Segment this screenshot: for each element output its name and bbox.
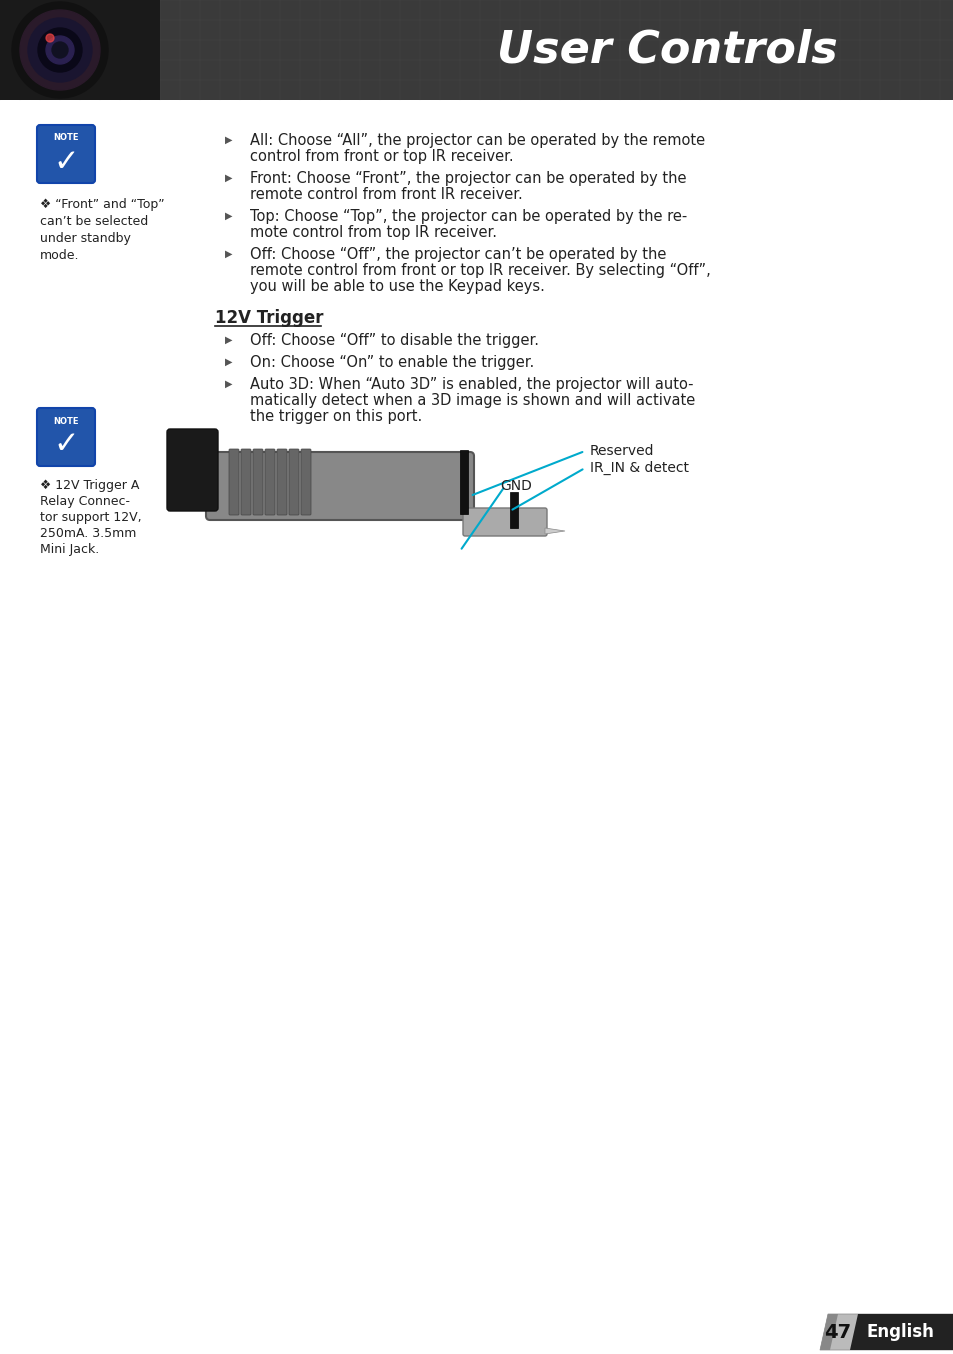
Text: 12V Trigger: 12V Trigger <box>214 309 323 328</box>
Text: Reserved: Reserved <box>589 444 654 458</box>
Text: User Controls: User Controls <box>497 28 838 72</box>
FancyBboxPatch shape <box>229 450 239 515</box>
Circle shape <box>20 9 100 89</box>
Text: 47: 47 <box>823 1323 851 1342</box>
Text: Mini Jack.: Mini Jack. <box>40 543 99 556</box>
Text: All: Choose “All”, the projector can be operated by the remote: All: Choose “All”, the projector can be … <box>250 133 704 148</box>
Polygon shape <box>820 1313 837 1350</box>
Text: ▶: ▶ <box>225 211 233 221</box>
Text: matically detect when a 3D image is shown and will activate: matically detect when a 3D image is show… <box>250 393 695 408</box>
Text: ✓: ✓ <box>53 431 79 459</box>
FancyBboxPatch shape <box>301 450 311 515</box>
Circle shape <box>52 42 68 58</box>
Text: under standby: under standby <box>40 232 131 245</box>
Text: On: Choose “On” to enable the trigger.: On: Choose “On” to enable the trigger. <box>250 355 534 370</box>
Text: ❖ “Front” and “Top”: ❖ “Front” and “Top” <box>40 198 165 211</box>
FancyBboxPatch shape <box>241 450 251 515</box>
Text: NOTE: NOTE <box>53 417 79 425</box>
Text: the trigger on this port.: the trigger on this port. <box>250 409 422 424</box>
Circle shape <box>46 37 74 64</box>
Text: NOTE: NOTE <box>53 134 79 142</box>
FancyBboxPatch shape <box>253 450 263 515</box>
Circle shape <box>12 1 108 97</box>
Text: Auto 3D: When “Auto 3D” is enabled, the projector will auto-: Auto 3D: When “Auto 3D” is enabled, the … <box>250 376 693 393</box>
FancyBboxPatch shape <box>37 125 95 183</box>
Text: Front: Choose “Front”, the projector can be operated by the: Front: Choose “Front”, the projector can… <box>250 171 686 185</box>
Text: ▶: ▶ <box>225 379 233 389</box>
Text: ▶: ▶ <box>225 357 233 367</box>
Text: ❖ 12V Trigger A: ❖ 12V Trigger A <box>40 479 139 492</box>
FancyBboxPatch shape <box>462 508 546 536</box>
FancyBboxPatch shape <box>0 0 160 100</box>
Text: ▶: ▶ <box>225 135 233 145</box>
Text: control from front or top IR receiver.: control from front or top IR receiver. <box>250 149 513 164</box>
Circle shape <box>38 28 82 72</box>
FancyBboxPatch shape <box>37 408 95 466</box>
Text: can’t be selected: can’t be selected <box>40 215 148 227</box>
Text: mote control from top IR receiver.: mote control from top IR receiver. <box>250 225 497 240</box>
Text: ▶: ▶ <box>225 334 233 345</box>
Text: GND: GND <box>499 479 532 493</box>
FancyBboxPatch shape <box>167 429 218 510</box>
Text: English: English <box>865 1323 933 1340</box>
Circle shape <box>28 18 91 83</box>
Polygon shape <box>820 1313 953 1350</box>
Text: you will be able to use the Keypad keys.: you will be able to use the Keypad keys. <box>250 279 544 294</box>
Text: remote control from front or top IR receiver. By selecting “Off”,: remote control from front or top IR rece… <box>250 263 710 278</box>
FancyBboxPatch shape <box>276 450 287 515</box>
Text: Relay Connec-: Relay Connec- <box>40 496 130 508</box>
Polygon shape <box>544 528 564 533</box>
FancyBboxPatch shape <box>206 452 474 520</box>
FancyBboxPatch shape <box>0 0 953 100</box>
Circle shape <box>46 34 54 42</box>
Text: 250mA. 3.5mm: 250mA. 3.5mm <box>40 527 136 540</box>
Text: ▶: ▶ <box>225 173 233 183</box>
Text: Top: Choose “Top”, the projector can be operated by the re-: Top: Choose “Top”, the projector can be … <box>250 209 686 223</box>
Text: ▶: ▶ <box>225 249 233 259</box>
Text: remote control from front IR receiver.: remote control from front IR receiver. <box>250 187 522 202</box>
FancyBboxPatch shape <box>459 450 468 515</box>
FancyBboxPatch shape <box>510 492 517 528</box>
Text: ✓: ✓ <box>53 148 79 176</box>
Text: tor support 12V,: tor support 12V, <box>40 510 141 524</box>
Text: Off: Choose “Off” to disable the trigger.: Off: Choose “Off” to disable the trigger… <box>250 333 538 348</box>
Polygon shape <box>849 1313 953 1350</box>
Text: IR_IN & detect: IR_IN & detect <box>589 460 688 475</box>
FancyBboxPatch shape <box>289 450 298 515</box>
FancyBboxPatch shape <box>265 450 274 515</box>
Text: Off: Choose “Off”, the projector can’t be operated by the: Off: Choose “Off”, the projector can’t b… <box>250 246 666 263</box>
Text: mode.: mode. <box>40 249 79 263</box>
